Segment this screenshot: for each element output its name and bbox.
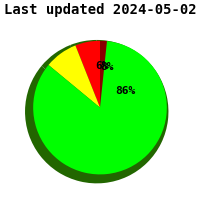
Wedge shape (100, 41, 107, 108)
Wedge shape (25, 40, 168, 183)
Wedge shape (41, 45, 97, 112)
Title: Last updated 2024-05-02: Last updated 2024-05-02 (4, 3, 196, 17)
Text: 86%: 86% (115, 86, 135, 96)
Wedge shape (70, 40, 97, 112)
Text: 6%: 6% (95, 61, 109, 71)
Wedge shape (75, 41, 100, 108)
Wedge shape (49, 45, 100, 108)
Wedge shape (33, 41, 167, 174)
Text: 8%: 8% (100, 62, 114, 72)
